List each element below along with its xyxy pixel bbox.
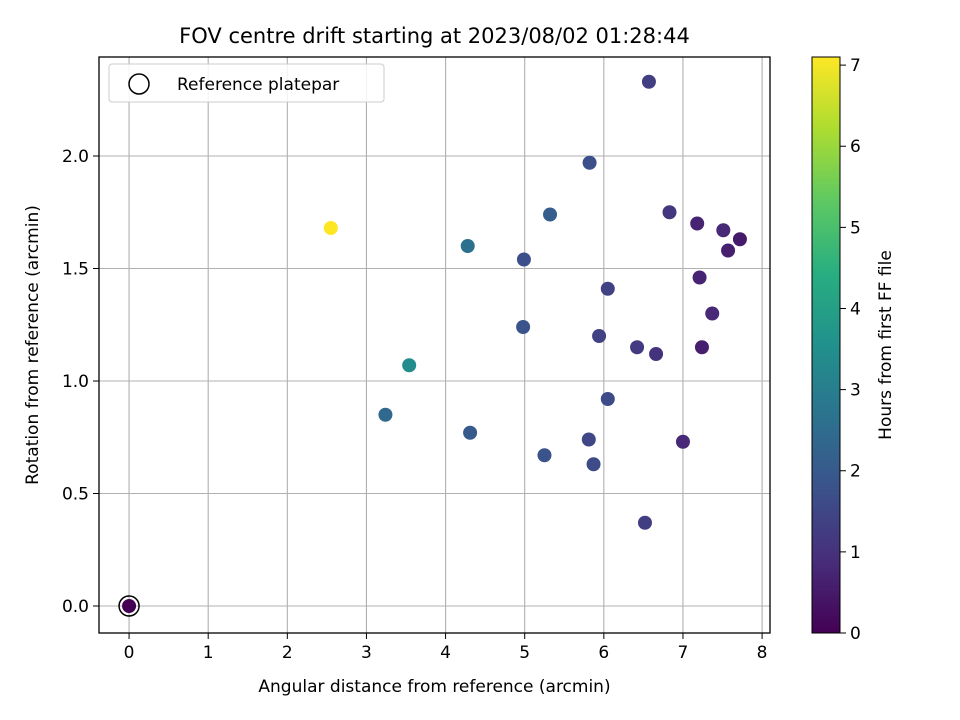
x-tick-label: 8 — [757, 643, 768, 663]
data-point-12 — [600, 281, 615, 296]
data-point-8 — [460, 239, 475, 253]
legend-box — [108, 63, 385, 103]
chart-title: FOV centre drift starting at 2023/08/02 … — [179, 24, 690, 48]
data-point-11 — [692, 270, 707, 285]
colorbar: 0 1 2 3 4 5 6 7 Hours from first FF file — [811, 56, 896, 644]
y-tick-label: 0.5 — [62, 485, 89, 505]
data-point-16 — [630, 340, 645, 355]
colorbar-ticks: 0 1 2 3 4 5 6 7 — [840, 56, 861, 644]
legend-marker-reference — [128, 73, 150, 95]
colorbar-tick-label: 4 — [850, 299, 861, 319]
colorbar-tick-label: 3 — [850, 381, 861, 401]
y-tick-label: 0.0 — [62, 597, 89, 617]
colorbar-label: Hours from first FF file — [876, 250, 896, 440]
plot-area-frame — [98, 56, 771, 634]
legend: Reference platepar — [108, 63, 385, 103]
x-tick-label: 6 — [598, 643, 609, 663]
colorbar-tick-label: 6 — [850, 137, 861, 157]
data-point-23 — [581, 432, 596, 447]
x-tick-label: 2 — [282, 643, 293, 663]
x-axis-label: Angular distance from reference (arcmin) — [258, 677, 610, 697]
data-point-14 — [516, 320, 531, 334]
data-points — [118, 74, 747, 617]
data-point-20 — [600, 392, 615, 406]
data-point-24 — [675, 434, 690, 449]
data-point-19 — [402, 358, 417, 373]
colorbar-tick-label: 2 — [850, 462, 861, 482]
y-axis-ticks: 0.0 0.5 1.0 1.5 2.0 — [62, 147, 99, 617]
data-point-7 — [732, 232, 747, 247]
x-tick-label: 7 — [678, 643, 689, 663]
data-point-0 — [641, 74, 656, 89]
y-tick-label: 1.0 — [62, 372, 89, 392]
data-point-5 — [323, 221, 338, 235]
x-axis-ticks: 0 1 2 3 4 5 6 7 8 — [124, 633, 768, 663]
data-point-3 — [543, 207, 558, 222]
data-point-27 — [637, 515, 652, 530]
colorbar-tick-label: 7 — [850, 56, 861, 76]
x-tick-label: 3 — [361, 643, 372, 663]
data-point-17 — [694, 340, 709, 355]
x-tick-label: 0 — [124, 643, 135, 663]
data-point-9 — [721, 243, 736, 258]
colorbar-tick-label: 5 — [850, 218, 861, 238]
data-point-reference — [122, 599, 137, 613]
data-point-18 — [649, 347, 664, 361]
reference-platepar-marker — [118, 595, 140, 617]
legend-entry-reference: Reference platepar — [177, 75, 339, 95]
grid — [99, 57, 770, 633]
colorbar-tick-label: 0 — [850, 624, 861, 644]
data-point-13 — [705, 306, 720, 321]
y-tick-label: 1.5 — [62, 260, 89, 280]
x-tick-label: 4 — [440, 643, 451, 663]
data-point-26 — [586, 457, 601, 472]
data-point-4 — [690, 216, 705, 231]
x-tick-label: 1 — [203, 643, 214, 663]
colorbar-gradient — [811, 56, 841, 634]
data-point-22 — [463, 425, 478, 440]
data-point-2 — [662, 205, 677, 220]
data-point-21 — [378, 407, 393, 422]
data-point-1 — [582, 155, 597, 170]
data-point-10 — [516, 252, 531, 267]
data-point-6 — [716, 223, 731, 238]
y-axis-label: Rotation from reference (arcmin) — [23, 205, 43, 485]
data-point-25 — [537, 448, 552, 463]
x-tick-label: 5 — [519, 643, 530, 663]
colorbar-tick-label: 1 — [850, 543, 861, 563]
data-point-15 — [592, 329, 607, 343]
y-tick-label: 2.0 — [62, 147, 89, 167]
